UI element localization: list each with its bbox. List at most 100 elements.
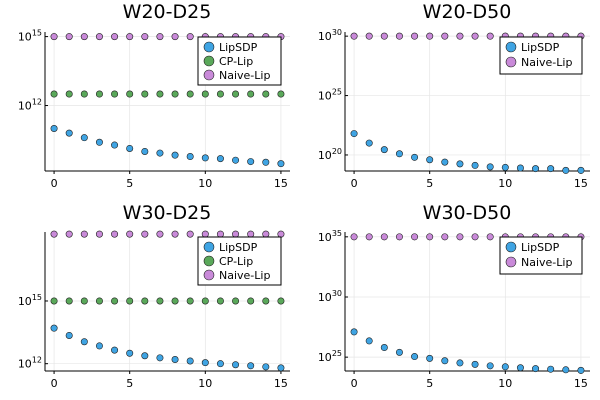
data-point-lipsdp [277, 364, 285, 372]
data-point-lipsdp [277, 160, 285, 168]
data-point-naive-lip [126, 33, 134, 41]
legend-label-naive-lip: Naive-Lip [219, 69, 270, 82]
data-point-naive-lip [486, 233, 494, 241]
data-point-cp-lip [126, 297, 134, 305]
data-point-cp-lip [201, 297, 209, 305]
data-point-cp-lip [277, 297, 285, 305]
data-point-cp-lip [65, 90, 73, 98]
data-point-naive-lip [262, 230, 270, 238]
data-point-lipsdp [50, 124, 58, 132]
x-tick-label: 0 [351, 177, 358, 190]
data-point-lipsdp [577, 166, 585, 174]
legend-marker-lipsdp [505, 41, 517, 53]
data-point-naive-lip [395, 32, 403, 40]
data-points [50, 33, 285, 168]
legend-label-lipsdp: LipSDP [219, 241, 258, 254]
data-point-lipsdp [111, 141, 119, 149]
legend-label-lipsdp: LipSDP [521, 241, 560, 254]
data-point-lipsdp [577, 366, 585, 374]
y-tick-label: 1030 [318, 289, 342, 304]
data-point-naive-lip [471, 32, 479, 40]
legend-marker-naive-lip [505, 56, 517, 68]
y-ticks: 1015 1012 [18, 293, 48, 371]
data-point-naive-lip [411, 233, 419, 241]
legend-marker-naive-lip [505, 256, 517, 268]
data-point-naive-lip [201, 230, 209, 238]
data-point-lipsdp [365, 139, 373, 147]
data-point-lipsdp [186, 357, 194, 365]
data-point-lipsdp [80, 134, 88, 142]
data-point-lipsdp [471, 161, 479, 169]
legend-marker-naive-lip [203, 69, 215, 81]
data-point-naive-lip [156, 230, 164, 238]
x-tick-label: 15 [274, 377, 288, 390]
data-point-cp-lip [186, 90, 194, 98]
panel-w20-d50: W20-D50 0 5 10 15 1030 1025 1020 LipSDP Naive… [318, 1, 590, 190]
data-point-naive-lip [380, 233, 388, 241]
data-point-lipsdp [95, 342, 103, 350]
data-point-naive-lip [426, 32, 434, 40]
data-point-naive-lip [365, 233, 373, 241]
legend-marker-lipsdp [505, 241, 517, 253]
data-point-lipsdp [350, 130, 358, 138]
y-ticks: 1035 1030 1025 [318, 229, 348, 364]
data-point-cp-lip [171, 297, 179, 305]
x-ticks: 0 5 10 15 [351, 171, 588, 190]
data-point-naive-lip [171, 230, 179, 238]
data-point-cp-lip [50, 297, 58, 305]
data-point-cp-lip [232, 297, 240, 305]
data-point-cp-lip [216, 297, 224, 305]
y-tick-label: 1012 [18, 98, 42, 113]
data-point-naive-lip [365, 32, 373, 40]
data-point-cp-lip [156, 90, 164, 98]
y-tick-label: 1025 [318, 88, 342, 103]
data-point-naive-lip [277, 230, 285, 238]
data-point-naive-lip [380, 32, 388, 40]
data-point-lipsdp [532, 165, 540, 173]
data-point-lipsdp [501, 363, 509, 371]
data-point-lipsdp [532, 365, 540, 373]
data-points [50, 230, 285, 372]
data-point-lipsdp [411, 353, 419, 361]
x-tick-label: 5 [426, 377, 433, 390]
data-point-naive-lip [441, 32, 449, 40]
x-tick-label: 10 [198, 177, 212, 190]
data-point-lipsdp [262, 363, 270, 371]
panel-title: W30-D25 [123, 202, 212, 224]
data-point-cp-lip [111, 297, 119, 305]
data-point-lipsdp [232, 156, 240, 164]
data-point-lipsdp [111, 346, 119, 354]
data-point-lipsdp [395, 348, 403, 356]
x-tick-label: 0 [51, 177, 58, 190]
x-tick-label: 5 [426, 177, 433, 190]
legend-marker-naive-lip [203, 269, 215, 281]
data-point-naive-lip [65, 230, 73, 238]
y-tick-label: 1020 [318, 147, 342, 162]
legend-marker-lipsdp [203, 241, 215, 253]
legend: LipSDP Naive-Lip [499, 36, 583, 75]
data-point-lipsdp [486, 362, 494, 370]
data-point-cp-lip [277, 90, 285, 98]
x-tick-label: 5 [126, 377, 133, 390]
panel-title: W20-D25 [123, 1, 212, 23]
data-point-naive-lip [471, 233, 479, 241]
x-ticks: 0 5 10 15 [51, 171, 288, 190]
data-point-lipsdp [562, 166, 570, 174]
data-point-naive-lip [350, 233, 358, 241]
data-point-naive-lip [95, 33, 103, 41]
data-point-lipsdp [95, 138, 103, 146]
data-point-cp-lip [262, 297, 270, 305]
data-point-cp-lip [186, 297, 194, 305]
data-point-lipsdp [171, 151, 179, 159]
data-point-lipsdp [350, 328, 358, 336]
data-point-lipsdp [441, 158, 449, 166]
y-tick-label: 1030 [318, 28, 342, 43]
data-point-lipsdp [395, 150, 403, 158]
y-tick-label: 1025 [318, 349, 342, 364]
data-point-lipsdp [201, 359, 209, 367]
data-point-cp-lip [111, 90, 119, 98]
data-point-lipsdp [65, 331, 73, 339]
data-point-lipsdp [171, 356, 179, 364]
